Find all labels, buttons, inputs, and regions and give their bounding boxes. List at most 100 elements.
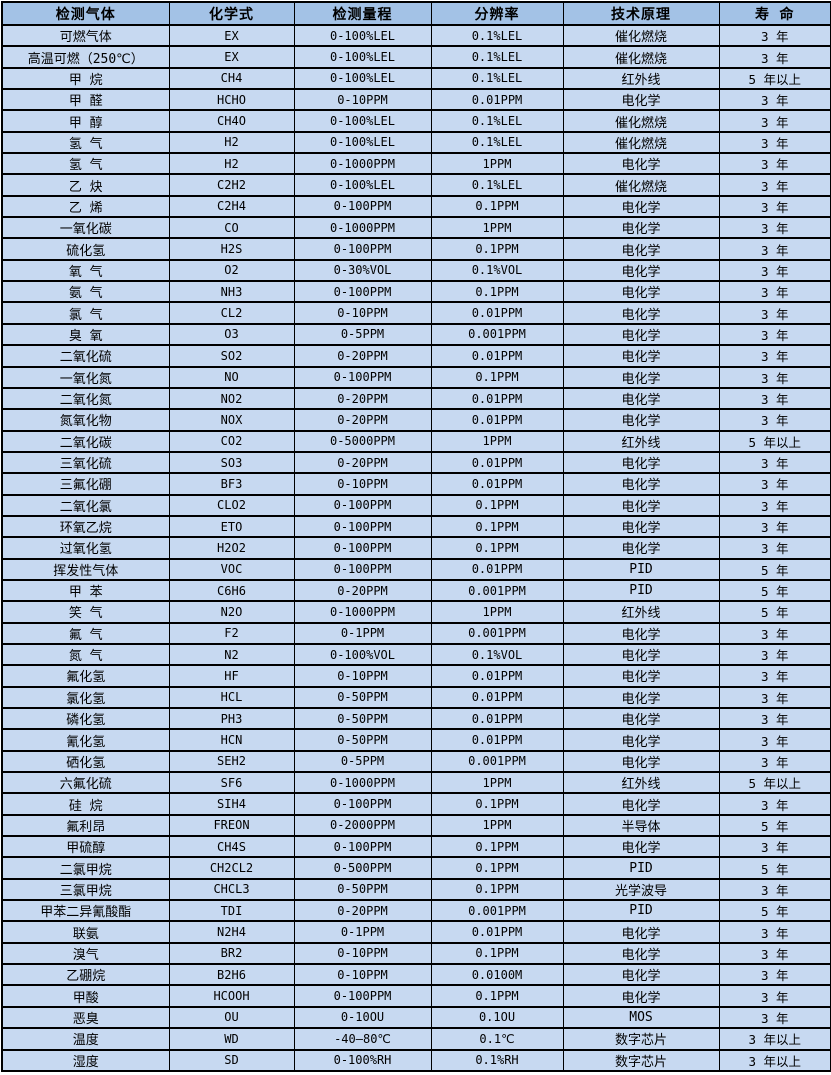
cell-gas: 二氧化氮 — [1, 386, 170, 411]
cell-formula: H2O2 — [168, 536, 295, 560]
cell-range: 0-10PPM — [293, 472, 432, 496]
table-row: 二氧化氮 NO2 0-20PPM 0.01PPM 电化学 3 年 — [1, 386, 831, 411]
cell-principle: 电化学 — [562, 386, 720, 411]
cell-resolution: 0.0100M — [430, 963, 564, 987]
column-header-resolution: 分辨率 — [430, 1, 564, 26]
cell-resolution: 0.1PPM — [430, 941, 564, 966]
cell-lifespan: 3 年 — [718, 450, 831, 475]
cell-gas: 恶臭 — [1, 1005, 170, 1030]
cell-resolution: 0.1%LEL — [430, 23, 564, 48]
table-row: 甲硫醇 CH4S 0-100PPM 0.1PPM 电化学 3 年 — [1, 835, 831, 859]
table-row: 臭 氧 O3 0-5PPM 0.001PPM 电化学 3 年 — [1, 322, 831, 347]
cell-gas: 二氧化氯 — [1, 493, 170, 517]
table-row: 甲 醇 CH4O 0-100%LEL 0.1%LEL 催化燃烧 3 年 — [1, 109, 831, 133]
cell-lifespan: 3 年 — [718, 280, 831, 304]
cell-formula: CH4 — [168, 66, 295, 91]
cell-gas: 硫化氢 — [1, 237, 170, 261]
cell-lifespan: 3 年 — [718, 365, 831, 389]
cell-resolution: 0.001PPM — [430, 749, 564, 774]
cell-range: -40—80℃ — [293, 1027, 432, 1051]
cell-formula: NO — [168, 365, 295, 389]
cell-gas: 环氧乙烷 — [1, 514, 170, 539]
cell-range: 0-100PPM — [293, 237, 432, 261]
cell-gas: 二氧化硫 — [1, 344, 170, 368]
column-header-range: 检测量程 — [293, 1, 432, 26]
cell-formula: CH2CL2 — [168, 856, 295, 880]
cell-range: 0-20PPM — [293, 578, 432, 603]
cell-principle: 电化学 — [562, 642, 720, 667]
header-row: 检测气体 化学式 检测量程 分辨率 技术原理寿 命 — [1, 1, 831, 26]
cell-range: 0-1000PPM — [293, 771, 432, 795]
cell-gas: 甲 醛 — [1, 88, 170, 112]
cell-principle: 电化学 — [562, 301, 720, 325]
cell-formula: SF6 — [168, 771, 295, 795]
cell-lifespan: 3 年 — [718, 301, 831, 325]
cell-lifespan: 3 年 — [718, 685, 831, 710]
cell-resolution: 1PPM — [430, 429, 564, 453]
cell-lifespan: 3 年 — [718, 963, 831, 987]
cell-lifespan: 3 年 — [718, 493, 831, 517]
table-row: 过氧化氢 H2O2 0-100PPM 0.1PPM 电化学 3 年 — [1, 536, 831, 560]
cell-resolution: 0.01PPM — [430, 344, 564, 368]
table-row: 联氨 N2H4 0-1PPM 0.01PPM 电化学 3 年 — [1, 920, 831, 944]
cell-gas: 六氟化硫 — [1, 771, 170, 795]
cell-principle: 电化学 — [562, 514, 720, 539]
cell-resolution: 0.01PPM — [430, 728, 564, 752]
cell-formula: HCL — [168, 685, 295, 710]
cell-principle: 电化学 — [562, 408, 720, 432]
table-row: 恶臭 OU 0-10OU 0.1OU MOS 3 年 — [1, 1005, 831, 1030]
cell-range: 0-1PPM — [293, 621, 432, 645]
cell-range: 0-100%LEL — [293, 173, 432, 197]
cell-formula: N2O — [168, 600, 295, 624]
cell-principle: 电化学 — [562, 216, 720, 240]
cell-formula: HCOOH — [168, 984, 295, 1008]
cell-formula: H2 — [168, 130, 295, 155]
cell-resolution: 0.01PPM — [430, 664, 564, 688]
cell-formula: CHCL3 — [168, 877, 295, 902]
table-row: 硫化氢 H2S 0-100PPM 0.1PPM 电化学 3 年 — [1, 237, 831, 261]
cell-gas: 溴气 — [1, 941, 170, 966]
cell-resolution: 0.1%VOL — [430, 258, 564, 283]
cell-range: 0-100PPM — [293, 493, 432, 517]
table-row: 一氧化碳 CO 0-1000PPM 1PPM 电化学 3 年 — [1, 216, 831, 240]
cell-formula: HCN — [168, 728, 295, 752]
cell-lifespan: 3 年 — [718, 642, 831, 667]
cell-principle: 电化学 — [562, 941, 720, 966]
cell-range: 0-20PPM — [293, 386, 432, 411]
cell-principle: 电化学 — [562, 152, 720, 176]
cell-formula: WD — [168, 1027, 295, 1051]
cell-formula: SIH4 — [168, 792, 295, 816]
cell-lifespan: 3 年 — [718, 194, 831, 219]
cell-principle: 电化学 — [562, 472, 720, 496]
cell-range: 0-1PPM — [293, 920, 432, 944]
cell-lifespan: 3 年 — [718, 728, 831, 752]
table-row: 氧 气 O2 0-30%VOL 0.1%VOL 电化学 3 年 — [1, 258, 831, 283]
cell-lifespan: 3 年 — [718, 88, 831, 112]
cell-resolution: 0.1PPM — [430, 514, 564, 539]
cell-principle: 电化学 — [562, 237, 720, 261]
cell-formula: CH4S — [168, 835, 295, 859]
cell-range: 0-10PPM — [293, 941, 432, 966]
table-row: 氯 气 CL2 0-10PPM 0.01PPM 电化学 3 年 — [1, 301, 831, 325]
table-row: 硅 烷 SIH4 0-100PPM 0.1PPM 电化学 3 年 — [1, 792, 831, 816]
cell-gas: 甲 苯 — [1, 578, 170, 603]
cell-lifespan: 3 年以上 — [718, 1027, 831, 1051]
table-row: 氮氧化物 NOX 0-20PPM 0.01PPM 电化学 3 年 — [1, 408, 831, 432]
cell-range: 0-100PPM — [293, 835, 432, 859]
cell-formula: CL2 — [168, 301, 295, 325]
cell-range: 0-20PPM — [293, 450, 432, 475]
cell-lifespan: 5 年 — [718, 813, 831, 838]
cell-principle: 电化学 — [562, 685, 720, 710]
cell-formula: PH3 — [168, 706, 295, 731]
cell-range: 0-100PPM — [293, 194, 432, 219]
cell-gas: 高温可燃（250℃） — [1, 45, 170, 69]
cell-resolution: 0.001PPM — [430, 621, 564, 645]
cell-formula: C2H2 — [168, 173, 295, 197]
cell-formula: EX — [168, 45, 295, 69]
cell-formula: SD — [168, 1048, 295, 1072]
cell-formula: C6H6 — [168, 578, 295, 603]
cell-principle: PID — [562, 557, 720, 581]
cell-gas: 挥发性气体 — [1, 557, 170, 581]
cell-range: 0-10PPM — [293, 963, 432, 987]
cell-range: 0-20PPM — [293, 344, 432, 368]
